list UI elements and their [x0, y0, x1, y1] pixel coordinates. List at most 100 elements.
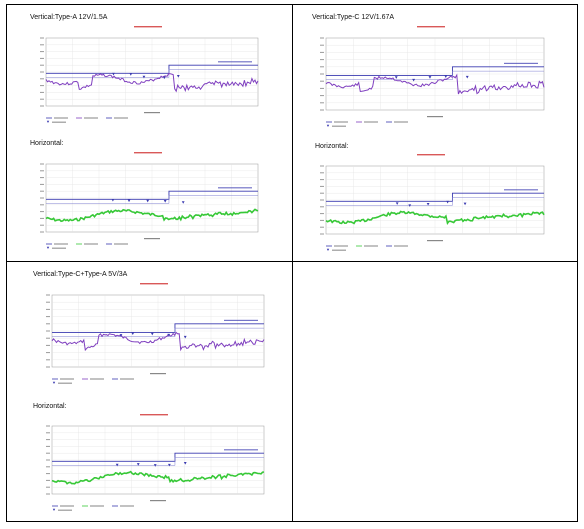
peak-marker-icon	[465, 75, 469, 79]
peak-marker-icon	[142, 75, 146, 79]
y-tick-label-mark	[40, 44, 44, 46]
legend-marker-icon	[52, 381, 56, 384]
cell-2-horizontal-plot	[320, 154, 545, 251]
y-tick-label-mark	[40, 71, 44, 73]
legend-marker-icon	[326, 248, 330, 251]
limit-label-mark	[218, 187, 252, 189]
y-tick-label-mark	[320, 109, 324, 111]
margin-line	[326, 197, 544, 206]
legend-marker-icon	[46, 246, 50, 249]
limit-label-mark	[224, 319, 258, 321]
x-axis-label-mark	[144, 238, 160, 240]
y-tick-label-mark	[320, 59, 324, 61]
plot-title-mark	[134, 152, 162, 154]
y-tick-label-mark	[46, 452, 50, 454]
plot-title-mark	[417, 154, 445, 156]
legend-label-mark	[60, 505, 74, 507]
legend-label-mark	[394, 245, 408, 247]
emission-trace	[325, 210, 545, 226]
x-axis-label-mark	[150, 500, 166, 502]
margin-line	[52, 457, 264, 466]
cell-3-vertical-plot	[46, 283, 265, 384]
y-tick-label-mark	[46, 486, 50, 488]
table-divider-horizontal	[6, 261, 578, 262]
peak-marker-icon	[153, 464, 157, 467]
y-tick-label-mark	[46, 308, 50, 310]
plot-title-mark	[134, 26, 162, 28]
cell-1-heading: Vertical:Type-A 12V/1.5A	[30, 14, 108, 21]
legend-label-mark	[120, 378, 134, 380]
peak-marker-icon	[394, 76, 398, 79]
y-tick-label-mark	[320, 102, 324, 104]
cell-2-heading: Vertical:Type-C 12V/1.67A	[312, 14, 395, 21]
peak-marker-icon	[111, 198, 115, 202]
y-tick-label-mark	[40, 217, 44, 219]
y-tick-label-mark	[320, 185, 324, 187]
peak-marker-icon	[412, 78, 416, 82]
y-tick-label-mark	[46, 425, 50, 427]
y-tick-label-mark	[320, 165, 324, 167]
y-tick-label-mark	[46, 330, 50, 332]
peak-marker-icon	[395, 202, 399, 205]
y-tick-label-mark	[40, 78, 44, 80]
table-divider-vertical	[292, 4, 293, 522]
y-tick-label-mark	[320, 172, 324, 174]
y-tick-label-mark	[320, 51, 324, 53]
y-tick-label-mark	[40, 224, 44, 226]
legend-label-mark	[52, 121, 66, 123]
legend-label-mark	[54, 117, 68, 119]
legend-label-mark	[54, 243, 68, 245]
legend-label-mark	[84, 243, 98, 245]
legend-label-mark	[58, 509, 72, 511]
cell-1-horizontal-heading: Horizontal:	[30, 140, 64, 147]
y-tick-label-mark	[40, 51, 44, 53]
legend-marker-icon	[52, 508, 56, 511]
y-tick-label-mark	[320, 192, 324, 194]
y-tick-label-mark	[46, 479, 50, 481]
y-tick-label-mark	[320, 206, 324, 208]
legend-label-mark	[394, 121, 408, 123]
y-tick-label-mark	[320, 80, 324, 82]
peak-marker-icon	[176, 75, 180, 78]
legend-label-mark	[334, 245, 348, 247]
y-tick-label-mark	[46, 493, 50, 495]
peak-marker-icon	[146, 199, 150, 203]
peak-marker-icon	[136, 463, 140, 466]
y-tick-label-mark	[46, 445, 50, 447]
x-axis-label-mark	[144, 112, 160, 114]
y-tick-label-mark	[40, 190, 44, 192]
peak-marker-icon	[446, 200, 450, 204]
x-axis-label-mark	[427, 116, 443, 118]
peak-marker-icon	[183, 335, 187, 339]
y-tick-label-mark	[40, 105, 44, 107]
peak-marker-icon	[444, 75, 448, 78]
y-tick-label-mark	[46, 316, 50, 318]
y-tick-label-mark	[40, 163, 44, 165]
peak-marker-icon	[463, 202, 467, 206]
peak-marker-icon	[426, 202, 430, 206]
y-tick-label-mark	[46, 344, 50, 346]
y-tick-label-mark	[320, 226, 324, 228]
y-tick-label-mark	[40, 183, 44, 185]
legend-marker-icon	[46, 120, 50, 123]
y-tick-label-mark	[46, 473, 50, 475]
legend-label-mark	[84, 117, 98, 119]
limit-label-mark	[224, 449, 258, 451]
plot-title-mark	[140, 283, 168, 285]
y-tick-label-mark	[40, 57, 44, 59]
y-tick-label-mark	[46, 301, 50, 303]
peak-marker-icon	[167, 463, 171, 467]
peak-marker-icon	[131, 332, 135, 336]
y-tick-label-mark	[46, 466, 50, 468]
limit-label-mark	[504, 62, 538, 64]
y-tick-label-mark	[320, 87, 324, 89]
cell-3-heading: Vertical:Type-C+Type-A 5V/3A	[33, 271, 128, 278]
cell-3-horizontal-heading: Horizontal:	[33, 403, 67, 410]
legend-label-mark	[334, 121, 348, 123]
y-tick-label-mark	[320, 233, 324, 235]
peak-marker-icon	[150, 332, 154, 336]
y-tick-label-mark	[320, 199, 324, 201]
y-tick-label-mark	[46, 459, 50, 461]
y-tick-label-mark	[46, 323, 50, 325]
emission-trace	[325, 73, 545, 95]
